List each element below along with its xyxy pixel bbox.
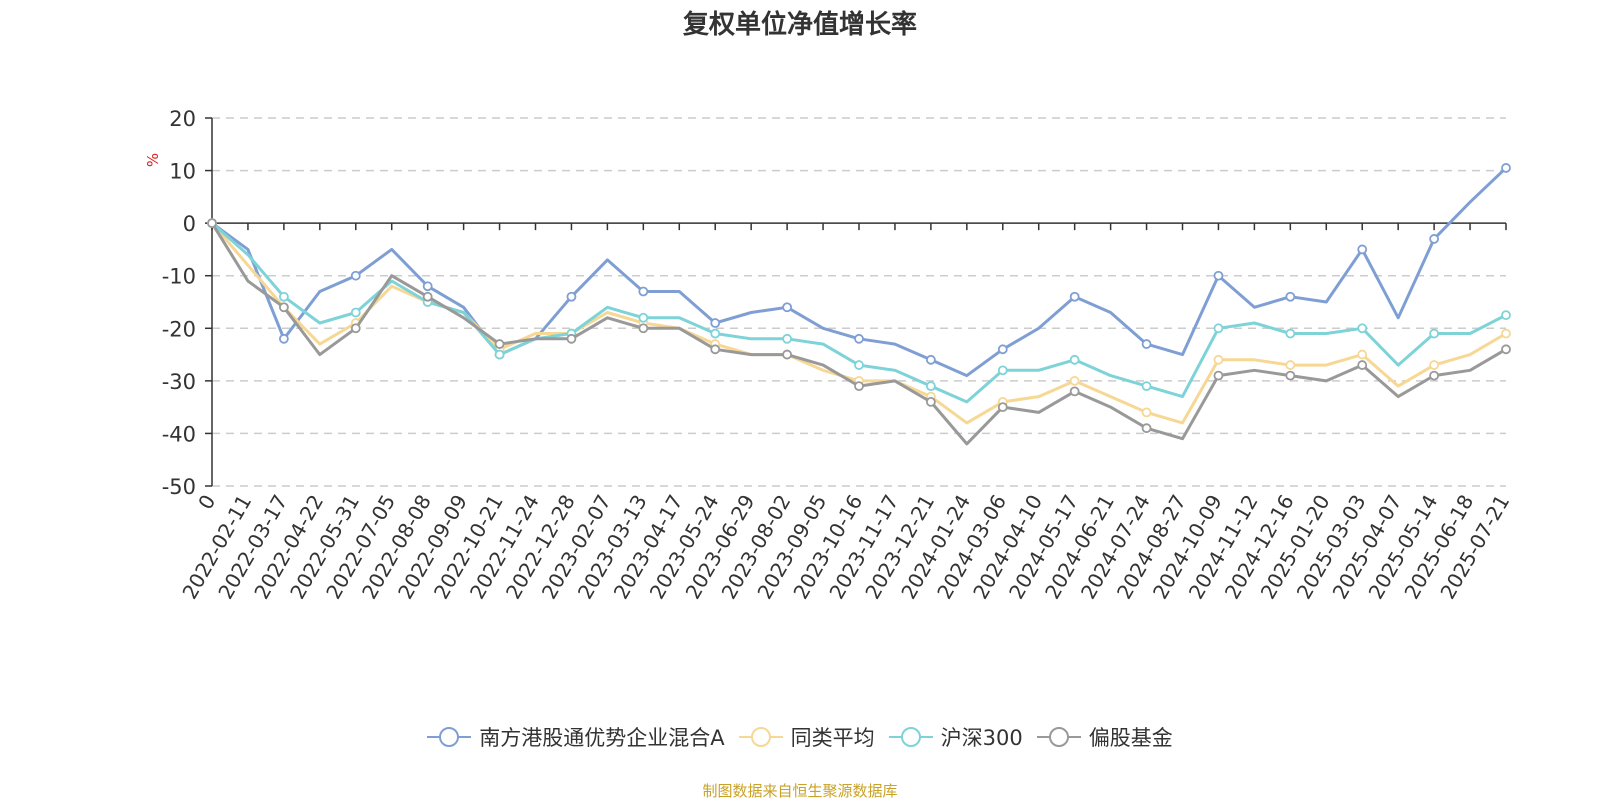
data-point bbox=[278, 302, 289, 313]
data-point bbox=[638, 323, 649, 334]
data-point bbox=[278, 291, 289, 302]
y-tick-label: -40 bbox=[162, 422, 196, 446]
legend-item[interactable]: 沪深300 bbox=[888, 722, 1023, 752]
data-point bbox=[1213, 323, 1224, 334]
data-point bbox=[925, 354, 936, 365]
data-point bbox=[1213, 354, 1224, 365]
legend-label: 南方港股通优势企业混合A bbox=[479, 726, 725, 750]
data-point bbox=[638, 286, 649, 297]
data-point bbox=[207, 218, 217, 229]
data-point bbox=[350, 270, 361, 281]
data-point bbox=[566, 333, 577, 344]
y-tick-label: 20 bbox=[169, 107, 196, 131]
data-point bbox=[782, 302, 793, 313]
legend-label: 同类平均 bbox=[790, 726, 875, 750]
data-point bbox=[494, 339, 505, 349]
data-point bbox=[854, 333, 864, 344]
data-point bbox=[422, 281, 433, 292]
x-tick-label: 0 bbox=[193, 491, 220, 514]
data-point bbox=[710, 328, 721, 339]
grid-layer bbox=[212, 117, 1506, 487]
data-point bbox=[710, 318, 721, 328]
data-point bbox=[854, 360, 864, 370]
data-point bbox=[1069, 291, 1080, 302]
y-axis-label: % bbox=[144, 153, 162, 167]
data-point bbox=[782, 333, 793, 344]
data-point bbox=[1285, 328, 1296, 339]
series-3 bbox=[207, 218, 1511, 446]
legend-label: 偏股基金 bbox=[1088, 726, 1173, 750]
series-0 bbox=[207, 163, 1511, 378]
series-1 bbox=[207, 218, 1511, 425]
y-tick-label: 0 bbox=[183, 212, 196, 236]
data-point bbox=[1141, 339, 1152, 349]
line-chart: 20100-10-20-30-40-5002022-02-112022-03-1… bbox=[144, 107, 1515, 603]
data-point bbox=[1069, 354, 1080, 365]
legend-swatch-icon bbox=[1036, 727, 1081, 747]
y-tick-label: -10 bbox=[162, 265, 196, 289]
legend: 南方港股通优势企业混合A 同类平均 沪深300 偏股基金 bbox=[0, 722, 1600, 752]
data-point bbox=[1141, 423, 1152, 434]
data-point bbox=[278, 333, 289, 344]
y-tick-label: 10 bbox=[169, 160, 196, 184]
series-2 bbox=[207, 218, 1511, 404]
legend-swatch-icon bbox=[427, 727, 472, 747]
data-point bbox=[1429, 360, 1440, 370]
data-point bbox=[350, 323, 361, 334]
legend-swatch-icon bbox=[888, 727, 933, 747]
data-point bbox=[854, 381, 864, 392]
data-point bbox=[1429, 234, 1440, 244]
data-point bbox=[710, 344, 721, 355]
axis-layer: 20100-10-20-30-40-5002022-02-112022-03-1… bbox=[162, 107, 1515, 603]
data-point bbox=[1501, 310, 1511, 321]
y-tick-label: -30 bbox=[162, 370, 196, 394]
data-point bbox=[638, 312, 649, 323]
data-point bbox=[1069, 386, 1080, 397]
data-point bbox=[782, 349, 793, 360]
data-point bbox=[1141, 381, 1152, 392]
y-tick-label: -20 bbox=[162, 317, 196, 341]
legend-swatch-icon bbox=[738, 727, 783, 747]
series-layer bbox=[207, 163, 1511, 446]
data-point bbox=[925, 381, 936, 392]
y-tick-label: -50 bbox=[162, 475, 196, 499]
legend-label: 沪深300 bbox=[940, 726, 1023, 750]
legend-item[interactable]: 偏股基金 bbox=[1036, 722, 1173, 752]
data-point bbox=[1357, 244, 1368, 255]
data-point bbox=[494, 349, 505, 360]
data-point bbox=[350, 307, 361, 318]
data-point bbox=[1213, 370, 1224, 381]
data-point bbox=[1069, 375, 1080, 386]
data-point bbox=[997, 344, 1008, 355]
data-point bbox=[1141, 407, 1152, 418]
source-note: 制图数据来自恒生聚源数据库 bbox=[702, 782, 898, 800]
data-point bbox=[1357, 360, 1368, 370]
data-point bbox=[566, 291, 577, 302]
series-line bbox=[211, 221, 1507, 404]
legend-item[interactable]: 同类平均 bbox=[738, 722, 875, 752]
series-line bbox=[211, 166, 1508, 378]
legend-item[interactable]: 南方港股通优势企业混合A bbox=[427, 722, 725, 752]
data-point bbox=[1429, 370, 1440, 381]
data-point bbox=[925, 396, 936, 407]
data-point bbox=[1285, 360, 1296, 370]
data-point bbox=[1357, 349, 1368, 360]
data-point bbox=[1285, 370, 1296, 381]
data-point bbox=[1285, 291, 1296, 302]
series-line bbox=[210, 222, 1507, 425]
data-point bbox=[1213, 270, 1224, 281]
data-point bbox=[1357, 323, 1368, 334]
data-point bbox=[1501, 163, 1511, 173]
data-point bbox=[1501, 344, 1511, 355]
data-point bbox=[1501, 328, 1511, 339]
chart-title: 复权单位净值增长率 bbox=[682, 10, 917, 40]
data-point bbox=[422, 291, 433, 302]
data-point bbox=[997, 402, 1008, 413]
data-point bbox=[1429, 328, 1440, 339]
data-point bbox=[997, 365, 1008, 376]
